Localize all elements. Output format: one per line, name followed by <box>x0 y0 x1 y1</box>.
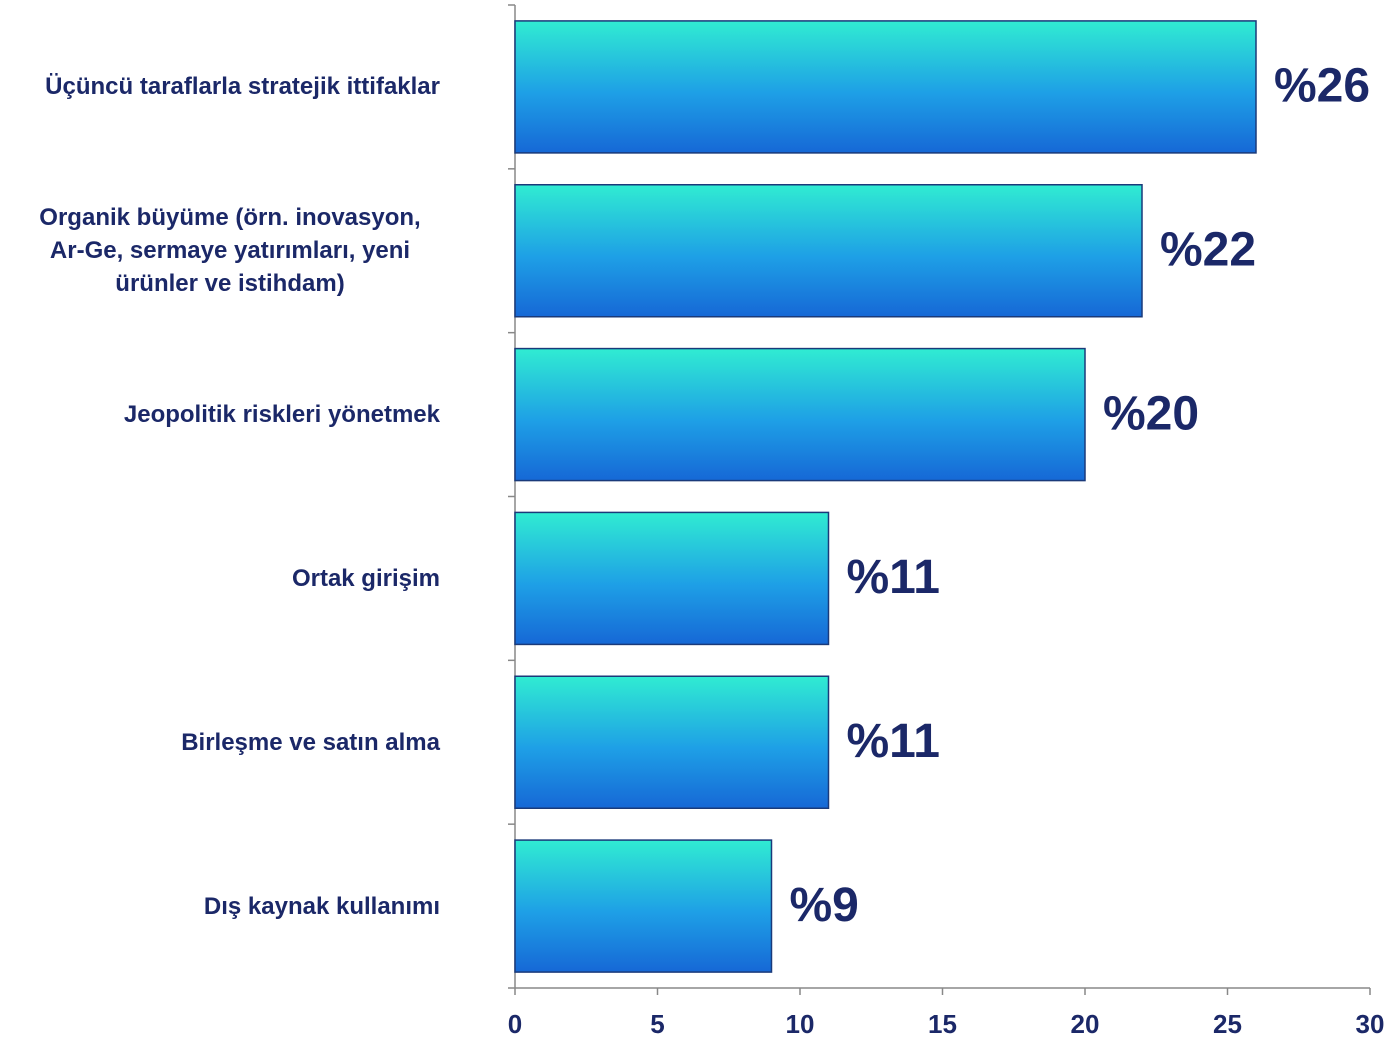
category-label: Üçüncü taraflarla stratejik ittifaklar <box>0 5 440 169</box>
category-text: Organik büyüme (örn. inovasyon, Ar-Ge, s… <box>39 204 421 298</box>
category-label: Birleşme ve satın alma <box>0 660 440 824</box>
category-text: Jeopolitik riskleri yönetmek <box>123 401 440 429</box>
category-label: Organik büyüme (örn. inovasyon, Ar-Ge, s… <box>0 169 440 333</box>
x-tick-label: 25 <box>1213 1009 1242 1039</box>
x-tick-label: 20 <box>1071 1009 1100 1039</box>
category-label: Jeopolitik riskleri yönetmek <box>0 333 440 497</box>
category-text: Üçüncü taraflarla stratejik ittifaklar <box>45 73 440 101</box>
x-tick-label: 30 <box>1356 1009 1385 1039</box>
category-label: Ortak girişim <box>0 497 440 661</box>
value-label: %11 <box>847 551 940 604</box>
bar <box>514 675 830 809</box>
bar <box>514 511 830 646</box>
category-text: Ortak girişim <box>291 564 440 592</box>
category-text: Birleşme ve satın alma <box>181 728 440 756</box>
x-tick-label: 5 <box>650 1009 664 1039</box>
value-label: %22 <box>1160 223 1256 276</box>
x-tick-label: 0 <box>508 1009 522 1039</box>
category-label: Dış kaynak kullanımı <box>0 824 440 988</box>
bar <box>514 839 773 973</box>
bar <box>514 20 1257 154</box>
x-tick-label: 10 <box>786 1009 815 1039</box>
value-label: %26 <box>1274 60 1370 113</box>
bar <box>514 184 1143 318</box>
bar <box>514 347 1086 482</box>
category-text: Dış kaynak kullanımı <box>203 892 440 920</box>
x-tick-label: 15 <box>928 1009 957 1039</box>
value-label: %20 <box>1103 387 1199 440</box>
value-label: %11 <box>847 715 940 768</box>
value-label: %9 <box>790 879 859 932</box>
